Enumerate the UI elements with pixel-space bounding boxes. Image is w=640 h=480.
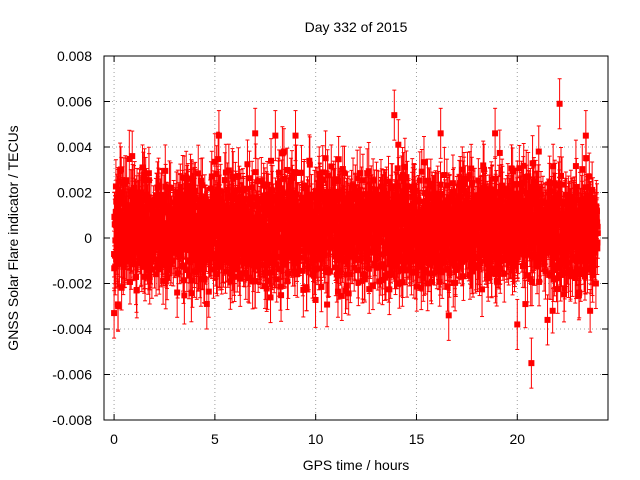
- data-point: [292, 110, 299, 162]
- data-point: [556, 78, 563, 130]
- x-tick-label: 0: [110, 431, 118, 447]
- data-point: [395, 119, 402, 171]
- data-point: [111, 287, 118, 339]
- data-point: [514, 298, 521, 350]
- x-axis-label: GPS time / hours: [303, 457, 410, 473]
- y-tick-label: 0: [84, 230, 92, 246]
- y-tick-label: -0.008: [52, 412, 92, 428]
- y-tick-label: 0.002: [57, 185, 92, 201]
- x-tick-label: 15: [409, 431, 425, 447]
- y-tick-label: -0.004: [52, 321, 92, 337]
- data-point: [528, 337, 535, 389]
- x-tick-labels: 0 5 10 15 20: [110, 431, 525, 447]
- data-point: [391, 89, 398, 141]
- y-tick-label: -0.002: [52, 276, 92, 292]
- y-tick-label: 0.008: [57, 48, 92, 64]
- x-tick-label: 20: [509, 431, 525, 447]
- data-point: [437, 107, 444, 159]
- data-points: [111, 78, 601, 389]
- data-point: [445, 289, 452, 341]
- data-point: [272, 110, 279, 162]
- x-tick-label: 10: [308, 431, 324, 447]
- y-axis-label: GNSS Solar Flare indicator / TECUs: [5, 125, 21, 350]
- chart-title: Day 332 of 2015: [305, 19, 408, 35]
- y-tick-label: 0.006: [57, 94, 92, 110]
- y-tick-labels: 0.008 0.006 0.004 0.002 0 -0.002 -0.004 -0.006 -…: [52, 48, 92, 428]
- x-tick-label: 5: [211, 431, 219, 447]
- data-point: [252, 107, 259, 159]
- y-tick-label: -0.006: [52, 367, 92, 383]
- y-tick-label: 0.004: [57, 139, 92, 155]
- data-point: [544, 294, 551, 346]
